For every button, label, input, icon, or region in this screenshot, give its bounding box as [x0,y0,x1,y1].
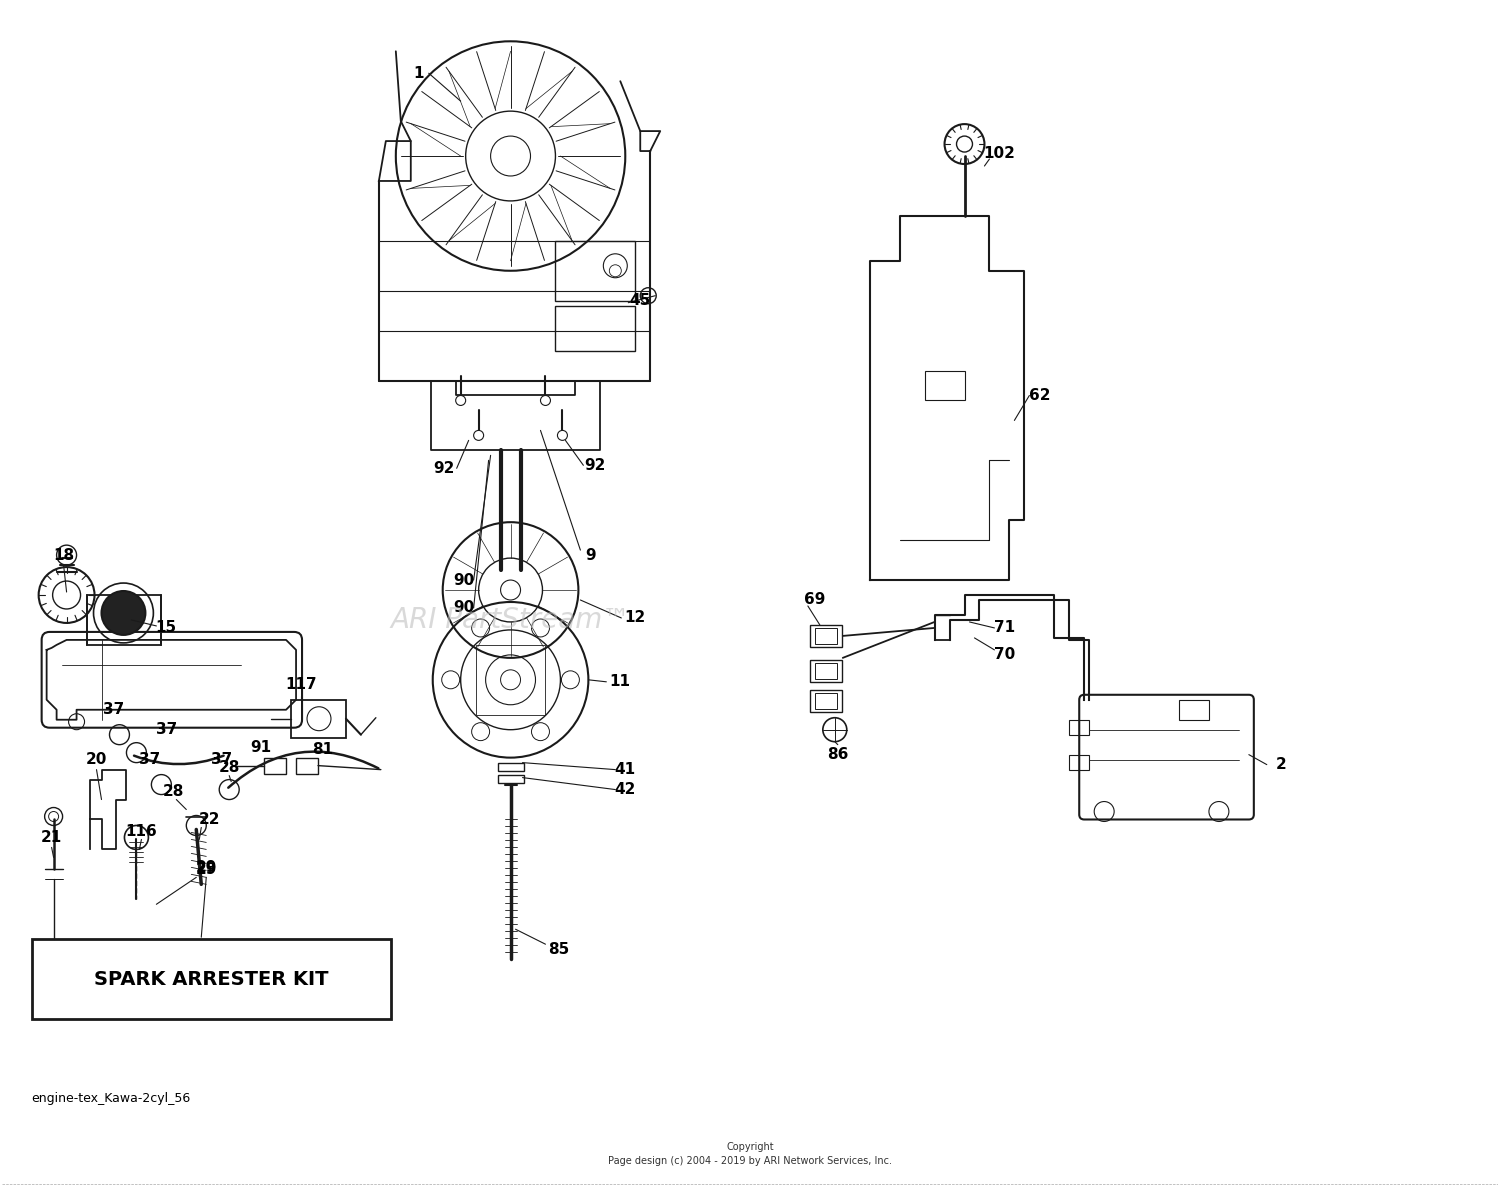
Text: Copyright
Page design (c) 2004 - 2019 by ARI Network Services, Inc.: Copyright Page design (c) 2004 - 2019 by… [608,1141,892,1165]
Text: 29: 29 [195,860,217,875]
Text: 20: 20 [86,752,106,767]
Text: 41: 41 [615,762,636,778]
Text: 28: 28 [162,784,184,799]
Text: 116: 116 [126,824,158,839]
Text: 22: 22 [198,812,220,827]
Text: 37: 37 [210,752,232,767]
Text: 70: 70 [994,647,1016,662]
Text: 69: 69 [804,593,825,607]
Text: 92: 92 [433,461,454,476]
Text: 15: 15 [156,620,177,636]
Text: 37: 37 [156,722,177,737]
FancyBboxPatch shape [32,940,392,1019]
Text: 12: 12 [624,611,646,625]
Text: 117: 117 [285,677,316,692]
Text: 42: 42 [615,782,636,797]
Text: 85: 85 [548,942,568,956]
Text: 29: 29 [195,862,217,877]
Text: 18: 18 [53,547,74,563]
Text: 90: 90 [453,572,474,588]
Text: 37: 37 [140,752,160,767]
Text: 11: 11 [610,674,632,689]
Text: 62: 62 [1029,388,1050,403]
Text: 45: 45 [630,293,651,308]
Text: 1: 1 [414,66,424,80]
Text: 92: 92 [585,458,606,473]
Text: 9: 9 [585,547,596,563]
Text: 90: 90 [453,600,474,616]
Text: 86: 86 [827,748,849,762]
Text: 102: 102 [984,145,1016,161]
Text: ARI PartStream™: ARI PartStream™ [390,606,630,634]
Text: 28: 28 [219,760,240,775]
Text: 37: 37 [104,702,125,718]
Text: 91: 91 [251,740,272,755]
Text: 81: 81 [312,742,333,757]
Text: SPARK ARRESTER KIT: SPARK ARRESTER KIT [94,970,328,989]
Text: 2: 2 [1275,757,1286,772]
Circle shape [102,592,146,635]
Text: engine-tex_Kawa-2cyl_56: engine-tex_Kawa-2cyl_56 [32,1092,190,1105]
Text: 71: 71 [994,620,1016,636]
Text: 21: 21 [40,830,62,845]
